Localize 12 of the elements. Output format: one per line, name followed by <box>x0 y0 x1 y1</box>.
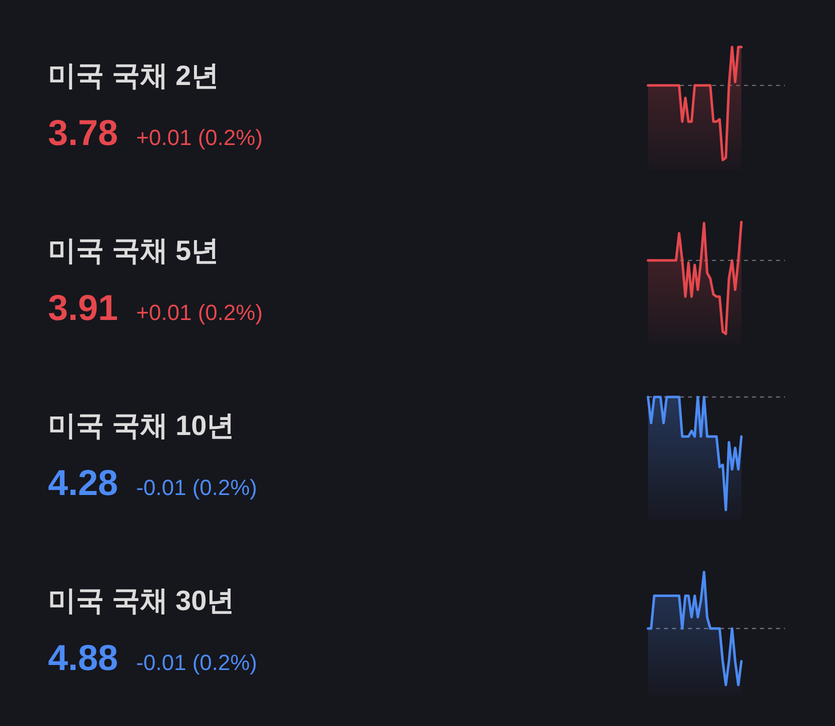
text: +0.01 (0.2%) <box>136 300 263 325</box>
text: -0.01 (0.2%) <box>136 475 258 500</box>
text: 미국 국채 10년 <box>48 410 235 441</box>
text: 미국 국채 30년 <box>48 585 235 616</box>
text: 미국 국채 5년 <box>48 235 220 266</box>
text: 4.28 <box>48 462 118 503</box>
text: 미국 국채 2년 <box>48 60 220 91</box>
text: 3.91 <box>48 287 118 328</box>
text: 3.78 <box>48 112 118 153</box>
text: +0.01 (0.2%) <box>136 125 263 150</box>
text: -0.01 (0.2%) <box>136 650 258 675</box>
text: 4.88 <box>48 637 118 678</box>
